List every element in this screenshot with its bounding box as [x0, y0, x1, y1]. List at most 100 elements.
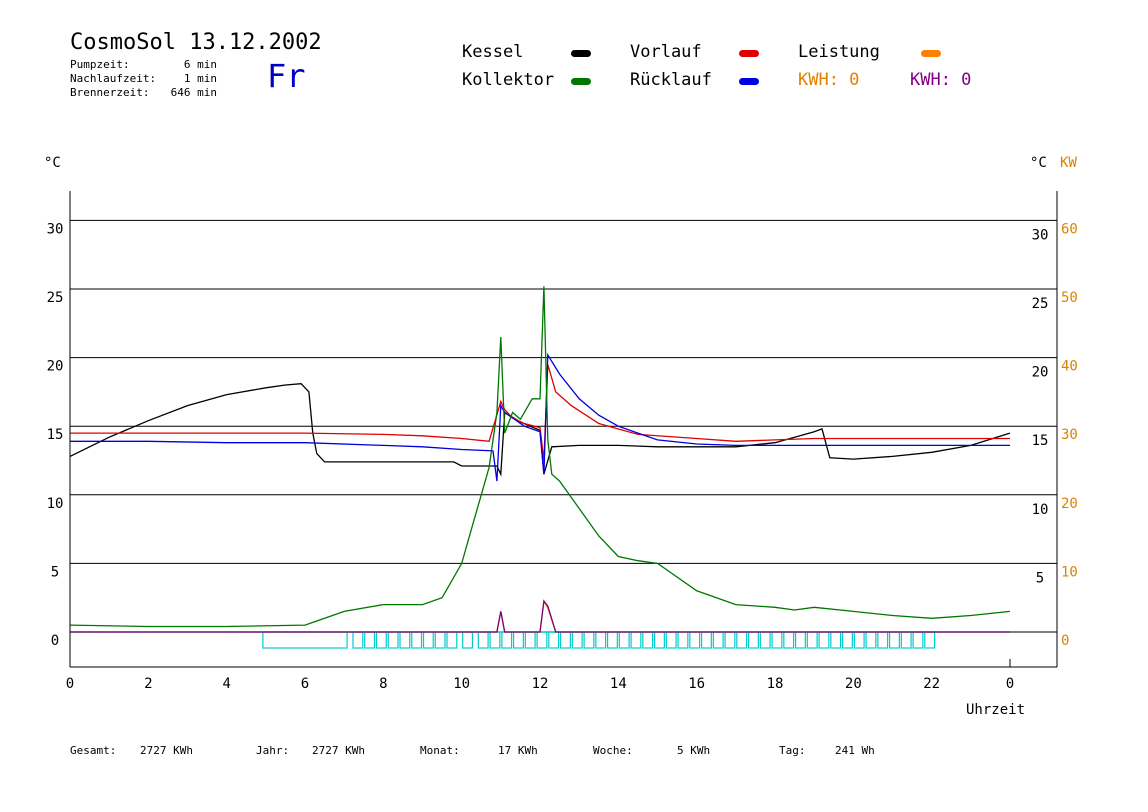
pump-block: [559, 631, 571, 649]
chart-title: CosmoSol 13.12.2002: [70, 30, 322, 55]
pump-block: [352, 631, 364, 649]
y-tick-label-left: 0: [51, 633, 59, 649]
pump-block: [712, 631, 724, 649]
x-tick-label: 4: [222, 676, 230, 692]
y-tick-label-left: 30: [47, 221, 64, 237]
pump-blocks: [70, 631, 1010, 649]
gesamt-value: 2727 KWh: [140, 744, 193, 757]
y-tick-label-left: 10: [47, 496, 64, 512]
weekday: Fr: [267, 57, 306, 95]
legend-kollektor-swatch: [571, 78, 591, 85]
y-tick-label-left: 15: [47, 427, 64, 443]
x-tick-label: 2: [144, 676, 152, 692]
series-lines: [69, 286, 1011, 633]
series-leistung2: [70, 599, 1010, 633]
pump-block: [736, 631, 748, 649]
grid-lines: [70, 219, 1057, 633]
pump-block: [724, 631, 736, 649]
pump-block: [700, 631, 712, 649]
pump-block: [877, 631, 889, 649]
jahr-label: Jahr:: [256, 744, 290, 757]
pump-block: [399, 631, 411, 649]
pump-block: [865, 631, 877, 649]
pump-block: [783, 631, 795, 649]
pump-block: [434, 631, 446, 649]
pump-block: [489, 631, 501, 649]
y-tick-label-right: 10: [1032, 502, 1049, 518]
y-tick-label-right: 30: [1032, 227, 1049, 243]
tag-value: 241 Wh: [835, 744, 875, 757]
pump-block: [771, 631, 783, 649]
pump-block: [462, 631, 474, 649]
legend-kollektor: Kollektor: [462, 70, 555, 90]
pump-block: [747, 631, 759, 649]
y-tick-label-left: 5: [51, 564, 59, 580]
legend-kwh-1: KWH: 0: [798, 70, 860, 90]
y-tick-label-kw: 50: [1061, 290, 1078, 306]
y-tick-label-left: 25: [47, 290, 64, 306]
legend-leistung: Leistung: [798, 42, 880, 62]
x-tick-label: 22: [923, 676, 940, 692]
woche-value: 5 KWh: [677, 744, 711, 757]
x-tick-label: 8: [379, 676, 387, 692]
y-tick-label-right: 20: [1032, 365, 1049, 381]
pump-block: [759, 631, 771, 649]
x-tick-label: 20: [845, 676, 862, 692]
pump-block: [830, 631, 842, 649]
monat-value: 17 KWh: [498, 744, 538, 757]
pump-block: [477, 631, 489, 649]
legend-kwh-2: KWH: 0: [910, 70, 972, 90]
y-tick-label-kw: 10: [1061, 564, 1078, 580]
monat-label: Monat:: [420, 744, 460, 757]
pumpzeit-label: Pumpzeit:: [70, 58, 130, 71]
y-tick-label-right: 5: [1036, 570, 1044, 586]
series-r-cklauf: [70, 352, 1010, 482]
pump-block: [677, 631, 689, 649]
legend-kessel-swatch: [571, 50, 591, 57]
y-tick-label-kw: 40: [1061, 359, 1078, 375]
pump-block: [512, 631, 524, 649]
pump-block: [387, 631, 399, 649]
x-tick-label: 18: [767, 676, 784, 692]
tag-label: Tag:: [779, 744, 806, 757]
series-vorlauf: [70, 364, 1010, 461]
legend-vorlauf-swatch: [739, 50, 759, 57]
pump-block: [806, 631, 818, 649]
y-tick-label-kw: 60: [1061, 221, 1078, 237]
pump-block: [924, 631, 936, 649]
nachlaufzeit-value: 1 min: [183, 72, 217, 85]
x-tick-label: 14: [610, 676, 627, 692]
pump-block: [548, 631, 560, 649]
pumpzeit-value: 6 min: [183, 58, 217, 71]
pump-block: [653, 631, 665, 649]
x-tick-label: 16: [688, 676, 705, 692]
y-tick-label-kw: 0: [1061, 633, 1069, 649]
pump-block: [524, 631, 536, 649]
brennerzeit-label: Brennerzeit:: [70, 86, 150, 99]
pump-block: [595, 631, 607, 649]
pump-block: [630, 631, 642, 649]
pump-block: [912, 631, 924, 649]
pump-block: [571, 631, 583, 649]
legend-kessel: Kessel: [462, 42, 524, 62]
pump-block: [888, 631, 900, 649]
pump-block: [900, 631, 912, 649]
woche-label: Woche:: [593, 744, 633, 757]
jahr-value: 2727 KWh: [312, 744, 365, 757]
pump-block: [375, 631, 387, 649]
legend-vorlauf: Vorlauf: [630, 42, 702, 62]
gesamt-label: Gesamt:: [70, 744, 117, 757]
pump-block: [536, 631, 548, 649]
pump-block: [364, 631, 376, 649]
pump-block: [689, 631, 701, 649]
legend-leistung-swatch: [921, 50, 941, 57]
x-tick-label: 0: [66, 676, 74, 692]
y-tick-label-kw: 20: [1061, 496, 1078, 512]
y-tick-label-right: 25: [1032, 296, 1049, 312]
legend-ruecklauf: Rücklauf: [630, 70, 712, 90]
x-tick-label: 0: [1006, 676, 1014, 692]
tick-labels: 0 2 4 6 8 10 12 14 16 18 20 22 0 0 5 10 15 20 25 30 5 10 15 20 2…: [47, 221, 1078, 692]
x-tick-label: 6: [301, 676, 309, 692]
legend-ruecklauf-swatch: [739, 78, 759, 85]
nachlaufzeit-label: Nachlaufzeit:: [70, 72, 157, 85]
